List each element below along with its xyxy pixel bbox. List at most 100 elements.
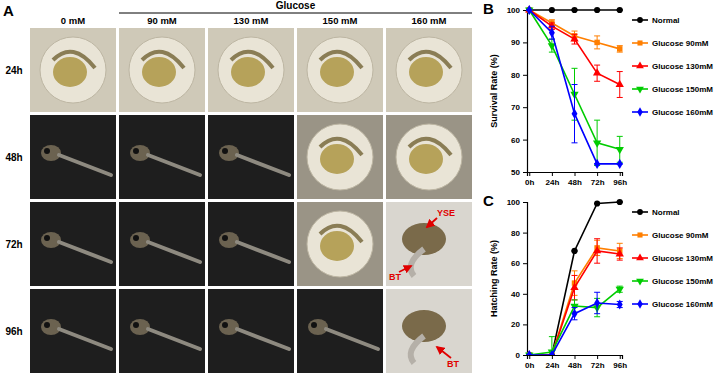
series-line [529, 10, 619, 49]
x-tick: 96h [613, 172, 627, 187]
annotation: BT [447, 359, 459, 369]
y-tick-mark [523, 172, 527, 173]
embryo-body [409, 139, 451, 155]
legend-label: Glucose 150mM [652, 277, 713, 286]
error-cap [617, 71, 623, 72]
error-bar [572, 308, 578, 320]
photo-background [119, 115, 205, 199]
photo-background [208, 115, 294, 199]
larva-head [219, 319, 239, 335]
legend-label: Glucose 150mM [652, 85, 713, 94]
y-tick-label: 40 [511, 290, 520, 299]
plot-area [525, 199, 624, 355]
row-label: 24h [5, 65, 22, 76]
larva-head [41, 319, 61, 335]
error-cap [549, 39, 555, 40]
photo-background [30, 289, 116, 373]
point [593, 140, 601, 147]
legend-item: Glucose 160mM [632, 107, 713, 117]
x-axis-line [528, 173, 623, 177]
x-tick-mark [529, 172, 530, 176]
point [616, 249, 624, 256]
photo-cell [386, 202, 472, 286]
larva-body [237, 155, 289, 175]
group-header: Glucose [276, 0, 316, 11]
photo-background [208, 28, 294, 112]
error-cap [572, 275, 578, 276]
yolk [231, 57, 265, 87]
panel-a: AGlucose0 mM90 mM130 mM150 mM160 mM24h48… [3, 0, 472, 373]
photo-background [208, 289, 294, 373]
y-tick-label: 50 [511, 168, 520, 177]
x-tick: 24h [545, 355, 559, 370]
series [525, 286, 624, 355]
legend-label: Glucose 160mM [652, 108, 713, 117]
x-tick: 96h [613, 355, 627, 370]
x-tick-mark [529, 355, 530, 359]
y-tick: 100 [507, 198, 527, 207]
point [617, 46, 622, 51]
photo-background [119, 202, 205, 286]
y-tick: 40 [511, 290, 527, 299]
embryo-body [320, 226, 362, 242]
y-axis-title: Survival Rate (%) [489, 54, 499, 128]
series-line [529, 303, 619, 355]
legend-label: Glucose 130mM [652, 254, 713, 263]
point [526, 350, 532, 355]
series [525, 239, 624, 355]
larva-body [59, 242, 111, 262]
series [526, 7, 622, 52]
x-tick-label: 48h [568, 361, 582, 370]
chart-panel: C0204060801000h24h48h72h96hHatching Rate… [483, 192, 713, 370]
yolk [320, 57, 354, 87]
error-cap [594, 120, 600, 121]
error-bar [617, 46, 623, 52]
point [571, 248, 577, 254]
legend-label: Glucose 130mM [652, 62, 713, 71]
y-tick: 60 [511, 136, 527, 145]
error-cap [594, 292, 600, 293]
error-bar [549, 26, 555, 39]
y-tick-mark [523, 233, 527, 234]
legend-swatch-marker [636, 254, 644, 261]
photo-cell [119, 115, 205, 199]
legend-swatch-marker [636, 62, 644, 69]
error-cap [572, 299, 578, 300]
photo-background [119, 28, 205, 112]
chart-panel: B50607080901000h24h48h72h96hSurvival Rat… [483, 0, 713, 187]
x-tick-label: 72h [591, 178, 605, 187]
panel-label: B [483, 0, 494, 17]
photo-cell [297, 202, 383, 286]
plot-area [525, 5, 624, 169]
photo-background [386, 289, 472, 373]
x-tick-mark [552, 355, 553, 359]
error-cap [549, 26, 555, 27]
error-cap [617, 243, 623, 244]
y-tick-label: 80 [511, 71, 520, 80]
point [594, 200, 600, 206]
series [525, 8, 624, 166]
larva-head [130, 232, 150, 248]
larva-head [130, 145, 150, 161]
error-cap [594, 313, 600, 314]
x-tick-mark [575, 172, 576, 176]
series [526, 199, 623, 355]
legend-item: Glucose 90mM [632, 39, 709, 48]
y-axis: 020406080100 [507, 198, 528, 360]
y-tick-label: 60 [511, 136, 520, 145]
larva-body [326, 329, 378, 349]
legend-label: Normal [652, 16, 680, 25]
embryo-body [142, 52, 184, 68]
point [526, 5, 532, 15]
y-tick-mark [523, 355, 527, 356]
x-tick-label: 24h [545, 178, 559, 187]
legend-swatch-marker [636, 279, 644, 286]
legend-label: Glucose 160mM [652, 300, 713, 309]
error-cap [617, 52, 623, 53]
x-tick-mark [597, 355, 598, 359]
photo-cell [119, 28, 205, 112]
column-label: 0 mM [61, 15, 85, 26]
error-cap [617, 260, 623, 261]
larva-body [148, 155, 200, 175]
error-cap [594, 238, 600, 239]
